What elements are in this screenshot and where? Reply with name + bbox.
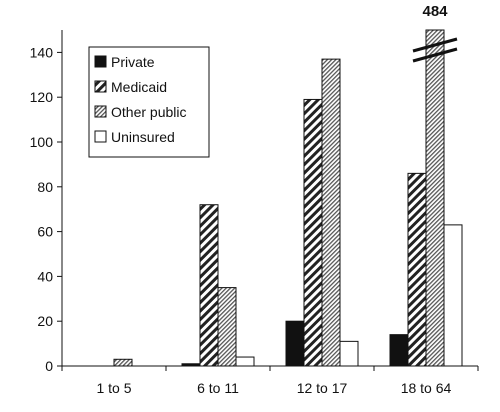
bar-medicaid-12-to-17 [303, 98, 323, 367]
y-tick-label: 120 [30, 89, 54, 105]
bar-uninsured-12-to-17 [339, 340, 359, 367]
y-tick-label: 20 [37, 313, 53, 329]
y-tick-label: 40 [37, 268, 53, 284]
bar-private-6-to-11 [181, 363, 201, 367]
legend-label-other-public: Other public [111, 104, 186, 120]
legend-swatch-private [94, 55, 107, 68]
bar-other-public-12-to-17 [321, 58, 341, 367]
x-tick-label: 12 to 17 [297, 380, 348, 396]
bar-private-12-to-17 [285, 320, 305, 367]
x-tick-label: 6 to 11 [197, 380, 239, 396]
axis-break-mark [412, 47, 458, 63]
legend-box [88, 46, 210, 158]
axis-break-value-label: 484 [422, 3, 448, 20]
y-tick-label: 60 [37, 224, 53, 240]
bar-medicaid-18-to-64 [407, 172, 427, 367]
bar-uninsured-6-to-11 [235, 356, 255, 367]
y-tick-label: 80 [37, 179, 53, 195]
legend-swatch-other-public [94, 105, 107, 118]
legend-label-private: Private [111, 54, 155, 70]
y-tick-label: 140 [30, 44, 54, 60]
axis-break-mark [412, 37, 458, 53]
legend-label-uninsured: Uninsured [111, 129, 175, 145]
y-tick-label: 0 [45, 358, 53, 374]
bar-other-public-6-to-11 [217, 287, 237, 367]
x-tick-label: 18 to 64 [401, 380, 452, 396]
legend: Private Medicaid Other public Uninsured [88, 46, 210, 158]
bar-other-public-1-to-5 [113, 358, 133, 367]
plot-area: 0 20 40 60 80 100 120 140 1 to 5 6 to 11 12 to 17 1… [30, 3, 479, 396]
legend-label-medicaid: Medicaid [111, 79, 167, 95]
legend-swatch-medicaid [94, 80, 107, 93]
bar-medicaid-6-to-11 [199, 204, 219, 367]
bar-private-18-to-64 [389, 334, 409, 367]
y-tick-label: 100 [30, 134, 54, 150]
x-tick-label: 1 to 5 [96, 380, 131, 396]
bar-uninsured-18-to-64 [443, 224, 463, 367]
bar-other-public-18-to-64 [425, 29, 445, 367]
legend-swatch-uninsured [94, 130, 107, 143]
